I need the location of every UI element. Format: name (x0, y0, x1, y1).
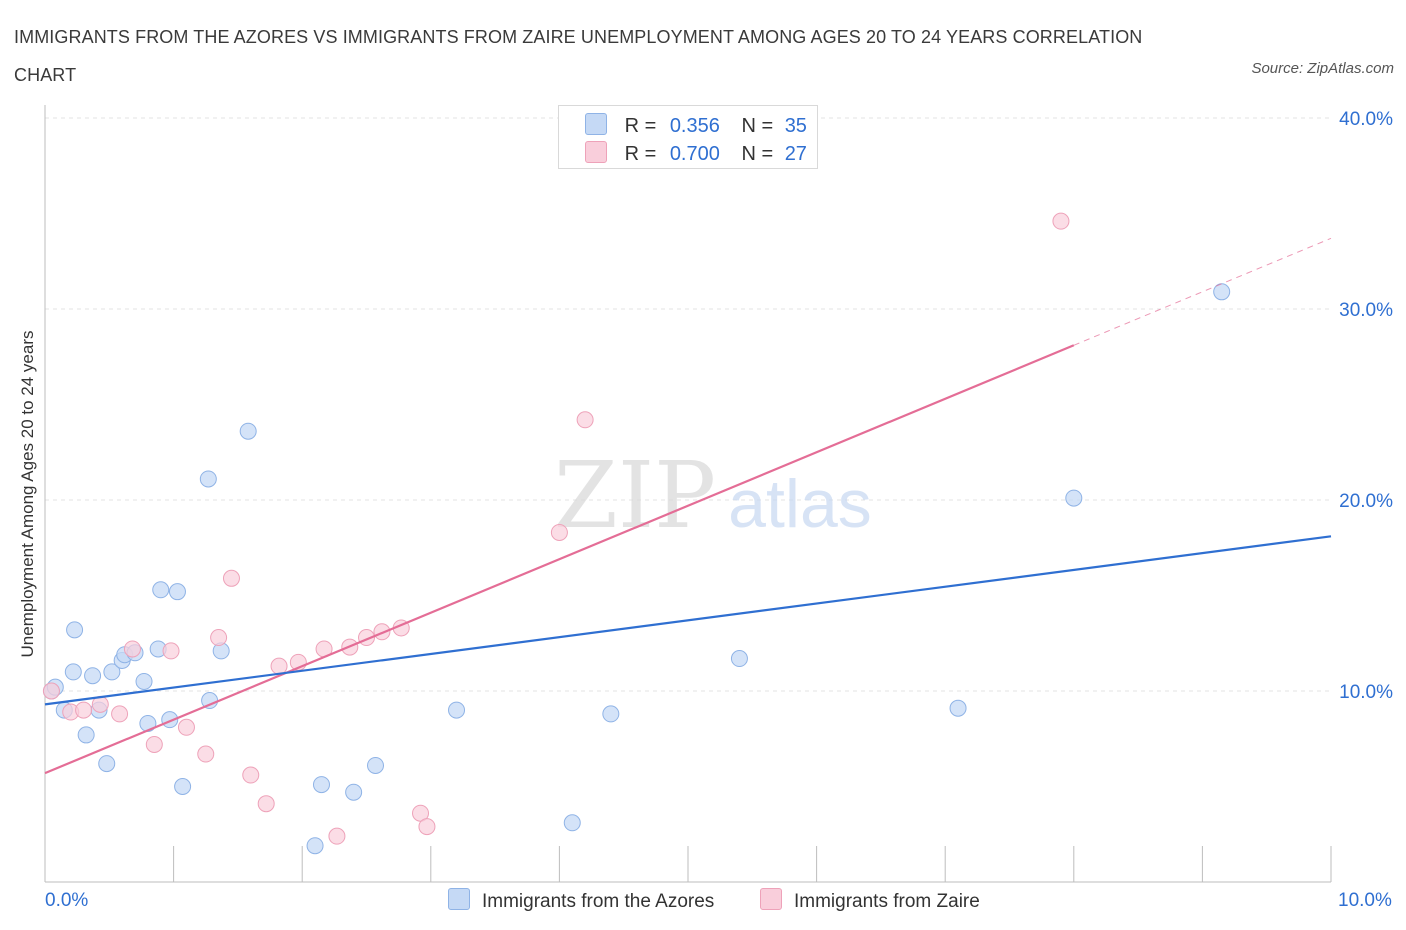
legend-n-value: 35 (784, 115, 807, 137)
zaire-point (222, 569, 240, 587)
azores-point (135, 672, 153, 690)
azores-point (563, 814, 581, 832)
zaire-point (145, 735, 163, 753)
zaire-point (197, 745, 215, 763)
azores-point (168, 583, 186, 601)
azores-swatch-icon (448, 888, 470, 910)
azores-point (345, 783, 363, 801)
legend-n-label: N = (741, 143, 774, 165)
zaire-point (123, 640, 141, 658)
watermark-atlas: atlas (728, 466, 872, 542)
source-label: Source: ZipAtlas.com (1251, 60, 1394, 77)
x-tick-label-min: 0.0% (45, 890, 89, 911)
zaire-point (550, 523, 568, 541)
azores-trend-line (44, 535, 1332, 706)
azores-point (1213, 283, 1231, 301)
legend-item-label: Immigrants from the Azores (482, 891, 715, 912)
azores-swatch-icon (585, 113, 607, 135)
zaire-point (177, 718, 195, 736)
y-tick-label: 30.0% (1339, 300, 1393, 321)
zaire-point (418, 818, 436, 836)
zaire-point (162, 642, 180, 660)
y-tick-label: 20.0% (1339, 491, 1393, 512)
zaire-point (270, 657, 288, 675)
legend-r-value: 0.356 (669, 115, 720, 137)
series-legend: Immigrants from the Azores Immigrants fr… (0, 888, 1406, 916)
azores-point (949, 699, 967, 717)
zaire-point (111, 705, 129, 723)
azores-point (199, 470, 217, 488)
legend-item-label: Immigrants from Zaire (794, 891, 980, 912)
azores-point (77, 726, 95, 744)
legend-n-label: N = (741, 115, 774, 137)
watermark-zip: ZIP (554, 442, 716, 549)
azores-point (84, 667, 102, 685)
azores-point (66, 621, 84, 639)
legend-row-zaire: R = 0.700 N = 27 (585, 141, 807, 165)
azores-point (174, 778, 192, 795)
azores-point (730, 650, 748, 668)
zaire-point (242, 766, 260, 784)
azores-point (448, 701, 466, 719)
y-tick-label: 10.0% (1339, 682, 1393, 703)
azores-point (312, 776, 330, 794)
legend-item-zaire: Immigrants from Zaire (760, 888, 980, 913)
azores-point (98, 755, 116, 773)
legend-r-label: R = (624, 143, 657, 165)
correlation-legend: R = 0.356 N = 35 R = 0.700 N = 27 (558, 105, 818, 169)
azores-point (1065, 489, 1083, 507)
legend-r-value: 0.700 (669, 143, 720, 165)
legend-item-azores: Immigrants from the Azores (448, 888, 714, 913)
zaire-point (210, 629, 228, 647)
x-tick-label-max: 10.0% (1338, 890, 1392, 911)
azores-point (602, 705, 620, 723)
zaire-point (257, 795, 275, 813)
legend-r-label: R = (624, 115, 657, 137)
azores-point (239, 422, 257, 440)
legend-n-value: 27 (784, 143, 807, 165)
zaire-point (75, 701, 93, 719)
zaire-swatch-icon (760, 888, 782, 910)
zaire-swatch-icon (585, 141, 607, 163)
zaire-point (1052, 212, 1070, 230)
zaire-point (328, 827, 346, 845)
zaire-point (42, 682, 60, 700)
azores-point (152, 581, 170, 599)
zaire-trend-line (44, 344, 1075, 775)
zaire-point (576, 411, 594, 429)
azores-point (367, 756, 385, 774)
y-axis-label: Unemployment Among Ages 20 to 24 years (18, 330, 37, 658)
zaire-trend-extension (1073, 237, 1332, 346)
legend-row-azores: R = 0.356 N = 35 (585, 113, 807, 137)
azores-point (64, 663, 82, 681)
azores-point (306, 837, 324, 855)
chart-title: IMMIGRANTS FROM THE AZORES VS IMMIGRANTS… (14, 27, 1143, 85)
azores-point (103, 663, 121, 681)
y-tick-label: 40.0% (1339, 109, 1393, 130)
